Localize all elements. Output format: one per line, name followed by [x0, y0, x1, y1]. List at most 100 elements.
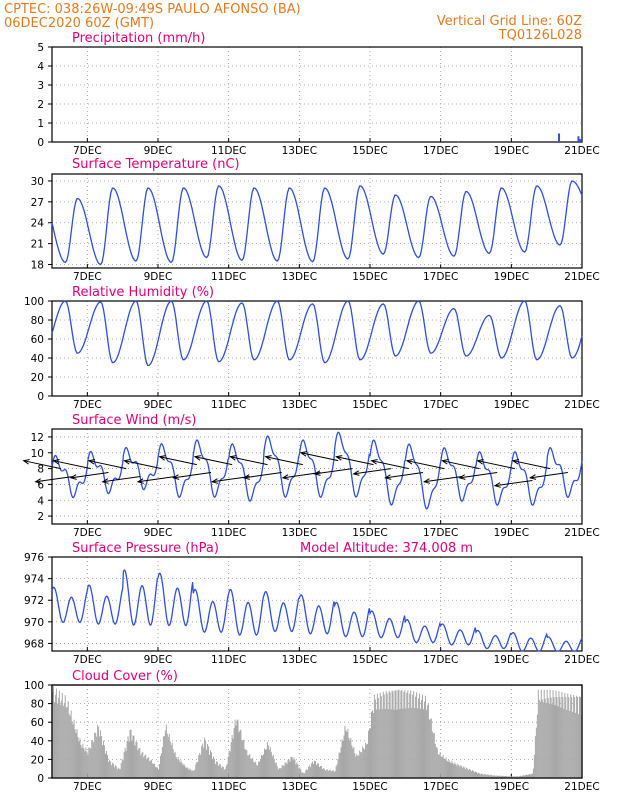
x-tick-label: 21DEC	[564, 399, 599, 411]
wind-arrow-head	[69, 474, 77, 480]
cloud-bar	[379, 692, 381, 778]
wind-arrow-head	[511, 459, 519, 465]
cloud-bar	[442, 754, 444, 778]
precip-title: Precipitation (mm/h)	[72, 31, 205, 46]
x-tick-label: 21DEC	[564, 145, 599, 157]
cloud-bar	[281, 765, 283, 778]
cloud-bar	[306, 769, 308, 778]
cloud-bar	[238, 732, 240, 778]
x-tick-label: 7DEC	[73, 271, 102, 283]
cloud-bar	[475, 771, 476, 778]
cloud-bar	[152, 763, 154, 778]
cloud-bar	[144, 755, 146, 778]
cloud-bar	[573, 695, 575, 778]
cloud-bar	[207, 744, 209, 778]
wind-arrow-head	[210, 478, 219, 484]
cloud-bar	[446, 760, 448, 778]
cloud-bar	[92, 740, 94, 778]
cloud-bar	[221, 766, 223, 778]
cloud-bar	[286, 763, 288, 778]
cloud-bar	[159, 755, 161, 778]
cloud-bar	[343, 735, 345, 778]
cloud-bar	[349, 740, 351, 778]
cloud-bar	[255, 761, 257, 778]
cloud-bar	[559, 697, 561, 778]
cloud-bar	[354, 753, 356, 778]
cloud-bar	[130, 729, 132, 778]
wind-title: Surface Wind (m/s)	[72, 413, 196, 428]
cloud-bar	[213, 758, 215, 778]
x-tick-label: 17DEC	[423, 271, 458, 283]
cloud-bar	[312, 761, 314, 778]
cloud-bar	[576, 695, 578, 778]
cloud-bar	[252, 757, 254, 778]
cloud-bar	[414, 707, 416, 778]
cloud-bar	[148, 757, 150, 778]
cloud-bar	[280, 768, 282, 778]
cloud-bar	[437, 754, 439, 778]
y-tick-label: 968	[24, 638, 44, 650]
cloud-bar	[467, 768, 469, 778]
cloud-bar	[121, 759, 123, 778]
cloud-bar	[389, 692, 391, 778]
cloud-bar	[79, 738, 81, 778]
wind-arrow-head	[352, 470, 360, 476]
x-tick-label: 11DEC	[211, 527, 246, 539]
y-tick-label: 2	[37, 511, 44, 523]
cloud-bar	[352, 748, 354, 778]
cloud-bar	[172, 749, 174, 778]
cloud-bar	[405, 708, 407, 778]
cloud-bar	[214, 764, 216, 778]
cloud-bar	[487, 774, 489, 778]
cloud-bar	[258, 761, 260, 778]
cloud-bar	[353, 746, 355, 778]
wind-arrow-head	[299, 451, 307, 457]
cloud-bar	[540, 689, 542, 778]
cloud-bar	[107, 761, 109, 778]
cloud-bar	[417, 708, 419, 778]
cloud-bar	[370, 728, 371, 778]
wind-arrow-head	[281, 474, 289, 480]
plot-frame-top	[51, 684, 583, 779]
cloud-bar	[220, 767, 222, 778]
wind-arrow-head	[172, 474, 180, 480]
cloud-bar	[326, 769, 328, 778]
cloud-bar	[298, 768, 300, 778]
x-tick-label: 17DEC	[423, 399, 458, 411]
x-tick-label: 17DEC	[423, 145, 458, 157]
cloud-bar	[371, 710, 373, 778]
cloud-bar	[439, 752, 441, 778]
cloud-bar	[300, 769, 302, 778]
cloud-bar	[190, 769, 192, 778]
x-tick-label: 13DEC	[282, 781, 317, 793]
cloud-bar	[413, 691, 415, 778]
cloud-bar	[459, 766, 461, 778]
cloud-bar	[246, 750, 248, 778]
cloud-bar	[158, 770, 159, 778]
cloud-bar	[470, 769, 472, 778]
cloud-bar	[571, 697, 573, 778]
pressure-altitude: Model Altitude: 374.008 m	[300, 541, 473, 556]
cloud-bar	[555, 690, 557, 778]
cloud-bar	[119, 769, 121, 778]
panel-0: 7DEC 9DEC 11DEC 13DEC 15DEC 17DEC 19DEC 21DEC 0 1…	[37, 42, 599, 157]
cloud-bar	[108, 760, 110, 778]
wind-arrow	[23, 460, 61, 470]
cloud-bar	[181, 762, 183, 778]
cloud-bar	[344, 725, 346, 778]
cloud-bar	[58, 690, 60, 778]
wind-arrow	[194, 456, 233, 466]
cloud-bar	[215, 761, 217, 778]
cloud-bar	[375, 709, 377, 778]
cloud-bar	[229, 751, 231, 778]
cloud-bar	[340, 747, 342, 778]
wind-arrow-head	[34, 478, 42, 484]
cloud-bar	[436, 748, 438, 778]
x-tick-label: 13DEC	[282, 399, 317, 411]
cloud-bar	[196, 762, 198, 778]
cloud-bar	[127, 736, 129, 778]
cloud-bar	[269, 747, 271, 778]
cloud-bar	[331, 770, 333, 778]
cloud-bar	[373, 694, 375, 778]
cloud-bar	[522, 775, 524, 778]
